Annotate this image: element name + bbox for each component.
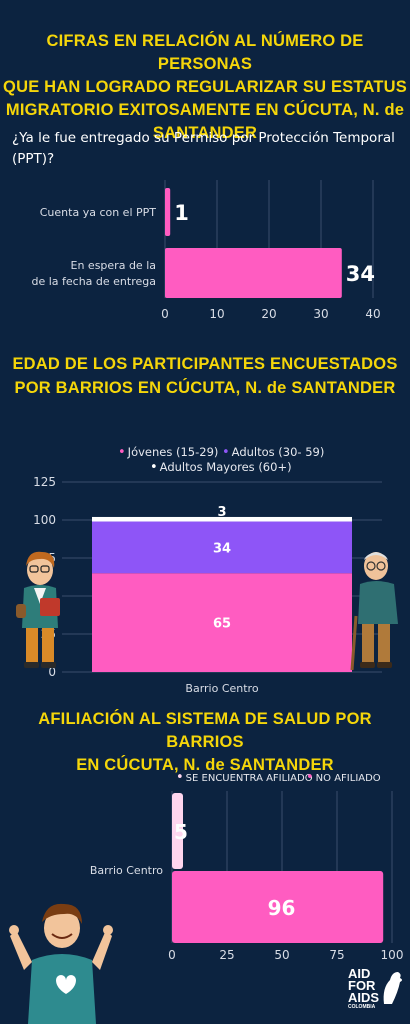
chart2-legend-item-jovenes: • Jóvenes (15-29) [118, 445, 218, 460]
bird-logo-icon [383, 972, 402, 1004]
y-tick-label: 100 [33, 513, 56, 527]
category-label: Cuenta ya con el PPT [40, 206, 157, 219]
elderly-person-illustration [350, 552, 398, 671]
section2-title-line: EDAD DE LOS PARTICIPANTES ENCUESTADOS [12, 355, 398, 373]
bar [165, 188, 171, 236]
chart1-question: ¿Ya le fue entregado su Permiso por Prot… [12, 130, 395, 167]
chart1-svg: 0 10 20 30 40 1 Cuenta ya con el PPT 34 En esper… [31, 180, 381, 321]
legend-label: Jóvenes (15-29) [127, 445, 219, 459]
bar [165, 248, 342, 298]
bar-value-label: 5 [174, 820, 188, 844]
legend-label: SE ENCUENTRA AFILIADO [185, 773, 313, 784]
bar-value-label: 96 [268, 896, 296, 920]
logo-line: AID [348, 966, 371, 981]
stacked-bar-segment [92, 573, 352, 672]
section3-title-line: EN CÚCUTA, N. de SANTANDER [76, 756, 334, 774]
bar [172, 793, 183, 869]
section1-title-line: CIFRAS EN RELACIÓN AL NÚMERO DE PERSONAS [46, 32, 364, 73]
logo-line: FOR [348, 978, 376, 993]
logo-subtitle: COLOMBIA [348, 1004, 376, 1010]
section2-title: EDAD DE LOS PARTICIPANTES ENCUESTADOS PO… [0, 352, 410, 400]
x-tick-label: 10 [209, 307, 224, 321]
section1-title-line: MIGRATORIO EXITOSAMENTE EN CÚCUTA, N. de [5, 101, 405, 119]
bar-value-label: 34 [346, 262, 375, 286]
x-tick-label: 100 [381, 948, 404, 962]
x-tick-label: 20 [261, 307, 276, 321]
segment-value-label: 34 [213, 541, 231, 556]
bar [172, 871, 384, 943]
y-tick-label: 125 [33, 475, 56, 489]
stacked-bar-segment [92, 521, 352, 574]
chart2-svg: 025507510012565343Barrio Centro [33, 475, 382, 695]
x-tick-label: 25 [219, 948, 234, 962]
x-tick-label: 30 [313, 307, 328, 321]
section2-title-line: POR BARRIOS EN CÚCUTA, N. de SANTANDER [14, 379, 396, 397]
legend-dot-icon: • [222, 445, 230, 460]
section3-title-line: AFILIACIÓN AL SISTEMA DE SALUD POR BARRI… [38, 710, 372, 751]
x-tick-label: 75 [329, 948, 344, 962]
chart3-legend-item-afiliado: • SE ENCUENTRA AFILIADO [176, 770, 313, 785]
x-tick-label: 50 [274, 948, 289, 962]
category-label: Barrio Centro [90, 864, 163, 877]
chart3-svg: 0 25 50 75 100 5 96 Barrio Centro [90, 791, 404, 962]
section1-title: CIFRAS EN RELACIÓN AL NÚMERO DE PERSONAS… [0, 30, 410, 145]
chart2-legend-item-adultos: • Adultos (30- 59) [222, 445, 324, 460]
x-tick-label: 0 [161, 307, 169, 321]
legend-label: NO AFILIADO [315, 773, 381, 784]
aid-for-aids-logo: AID FOR AIDS COLOMBIA [348, 966, 406, 1016]
category-label: En espera de la [71, 259, 156, 272]
category-label: de la fecha de entrega [31, 275, 156, 288]
segment-value-label: 65 [213, 617, 231, 632]
category-label: Barrio Centro [185, 682, 258, 695]
happy-person-illustration [9, 903, 113, 1024]
x-tick-label: 40 [365, 307, 380, 321]
section1-title-line: SANTANDER [152, 124, 258, 142]
logo-line: AIDS [348, 990, 380, 1005]
legend-dot-icon: • [176, 770, 184, 785]
bar-value-label: 1 [174, 201, 189, 225]
legend-dot-icon: • [150, 460, 158, 475]
y-tick-label: 0 [48, 665, 56, 679]
section1-title-line: QUE HAN LOGRADO REGULARIZAR SU ESTATUS [3, 78, 407, 96]
stacked-bar-segment [92, 516, 352, 522]
section3-title: AFILIACIÓN AL SISTEMA DE SALUD POR BARRI… [0, 708, 410, 777]
segment-value-label: 3 [217, 505, 226, 520]
legend-label: Adultos Mayores (60+) [159, 460, 292, 474]
chart2-legend-item-mayores: • Adultos Mayores (60+) [150, 460, 292, 475]
x-tick-label: 0 [168, 948, 176, 962]
young-person-illustration [16, 551, 60, 668]
chart3-legend-item-no-afiliado: • NO AFILIADO [306, 770, 381, 785]
legend-label: Adultos (30- 59) [231, 445, 325, 459]
legend-dot-icon: • [306, 770, 314, 785]
legend-dot-icon: • [118, 445, 126, 460]
